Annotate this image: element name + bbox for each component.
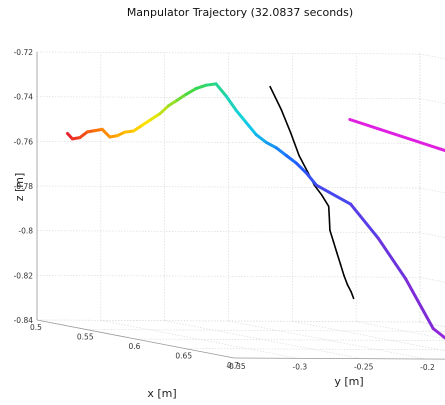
x-axis-label: x [m]	[147, 387, 176, 400]
trajectory-segment	[194, 83, 208, 91]
grid-line	[135, 338, 445, 341]
reference-trajectory-segment	[320, 194, 330, 208]
reference-trajectory-segment	[269, 85, 283, 111]
z-tick-label: -0.78	[14, 182, 34, 191]
trajectory-segment	[304, 171, 318, 187]
trajectory-segment	[100, 127, 112, 139]
grid-line	[36, 185, 421, 189]
z-tick-label: -0.76	[14, 137, 34, 146]
x-tick-label: 0.65	[175, 352, 192, 361]
z-tick-label: -0.82	[14, 271, 34, 280]
reference-trajectory-segment	[346, 283, 352, 293]
trajectory-segment	[404, 277, 435, 331]
grid-line	[419, 187, 445, 194]
reference-trajectory-segment	[336, 252, 342, 266]
trajectory-segment	[284, 154, 298, 165]
trajectory-segment	[244, 121, 258, 137]
y-axis-line	[233, 357, 445, 360]
grid-line	[228, 320, 426, 360]
x-tick-label: 0.7	[227, 361, 239, 370]
reference-trajectory-segment	[328, 216, 331, 231]
grid-line	[419, 98, 445, 104]
y-axis-label: y [m]	[334, 375, 363, 388]
grid-line	[36, 140, 421, 144]
grid-line	[36, 319, 421, 323]
x-tick-label: 0.6	[129, 342, 141, 351]
trajectory-segment	[204, 82, 218, 87]
grid-line	[36, 274, 421, 278]
reference-trajectory-segment	[289, 132, 300, 157]
trajectory-segment	[264, 140, 278, 150]
trajectory-segment	[140, 118, 153, 127]
trajectory-segment	[149, 112, 162, 121]
z-tick-label: -0.72	[14, 48, 34, 57]
z-tick-label: -0.8	[18, 227, 33, 236]
grid-line	[184, 348, 445, 351]
grid-line	[419, 232, 445, 238]
y-tick-label: -0.2	[420, 363, 435, 372]
trajectory-segment	[348, 118, 445, 153]
trajectory-segment	[224, 94, 238, 112]
reference-trajectory-segment	[343, 274, 349, 286]
trajectory-segment	[78, 130, 89, 140]
grid-line	[356, 321, 445, 340]
trajectory-segment	[132, 123, 144, 133]
trajectory-segment	[254, 133, 268, 144]
grid-line	[164, 320, 362, 360]
reference-trajectory-segment	[329, 229, 335, 243]
reference-trajectory-segment	[350, 290, 355, 300]
trajectory-segment	[349, 202, 380, 240]
trajectory-segment	[158, 104, 170, 116]
trajectory-segment	[167, 98, 179, 108]
reference-trajectory-segment	[339, 263, 345, 277]
z-tick-label: -0.74	[14, 93, 34, 102]
grid-line	[86, 329, 445, 332]
reference-trajectory-segment	[332, 240, 338, 254]
grid-line	[36, 230, 421, 234]
reference-trajectory-segment	[298, 154, 309, 173]
tick-labels: -0.72 -0.74 -0.76 -0.78 -0.8 -0.82 -0.840.5 0.5…	[14, 48, 435, 372]
grid-line	[419, 53, 445, 60]
chart-title: Manpulator Trajectory (32.0837 seconds)	[127, 6, 353, 19]
grid-line	[292, 320, 445, 352]
trajectory-segment	[376, 236, 408, 281]
z-tick-label: -0.84	[14, 316, 34, 325]
axes-grid	[36, 51, 445, 360]
trajectory-segment	[234, 108, 248, 125]
y-tick-label: -0.3	[293, 362, 308, 371]
reference-trajectory-segment	[313, 184, 323, 196]
series-group	[66, 82, 445, 340]
trajectory-segment	[184, 87, 198, 96]
trajectory-segment	[214, 82, 228, 98]
x-tick-label: 0.5	[30, 323, 42, 332]
y-tick-label: -0.35	[226, 362, 246, 371]
x-axis-line	[36, 319, 235, 359]
trajectory-segment	[431, 327, 445, 340]
trajectory-segment	[294, 161, 308, 175]
reference-trajectory-segment	[327, 205, 331, 218]
x-tick-label: 0.55	[77, 333, 94, 342]
trajectory-segment	[314, 183, 353, 206]
y-tick-label: -0.25	[354, 363, 374, 372]
trajectory-segment	[274, 146, 288, 157]
trajectory-segment	[175, 92, 188, 102]
reference-trajectory-segment	[280, 109, 292, 134]
z-axis-label: z [m]	[13, 173, 26, 202]
